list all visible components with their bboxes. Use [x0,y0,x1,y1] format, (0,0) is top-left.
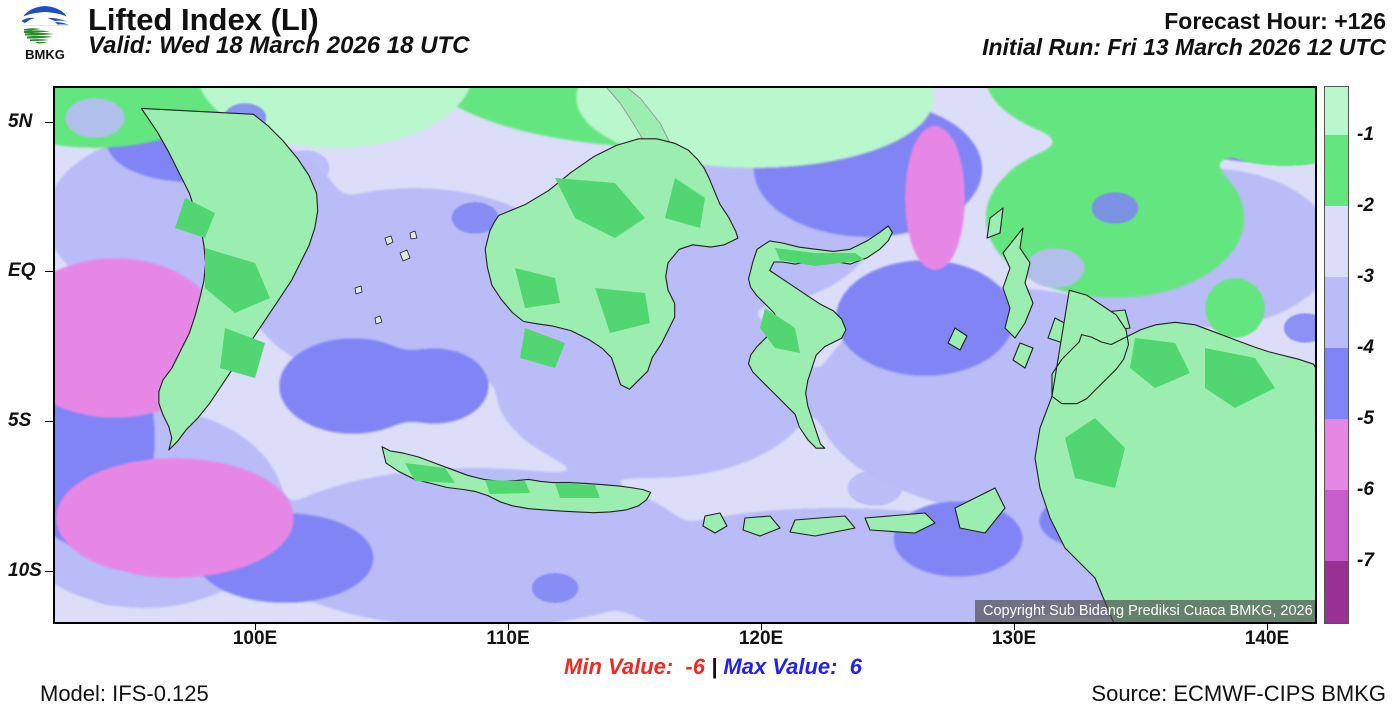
svg-text:BMKG: BMKG [25,47,65,62]
